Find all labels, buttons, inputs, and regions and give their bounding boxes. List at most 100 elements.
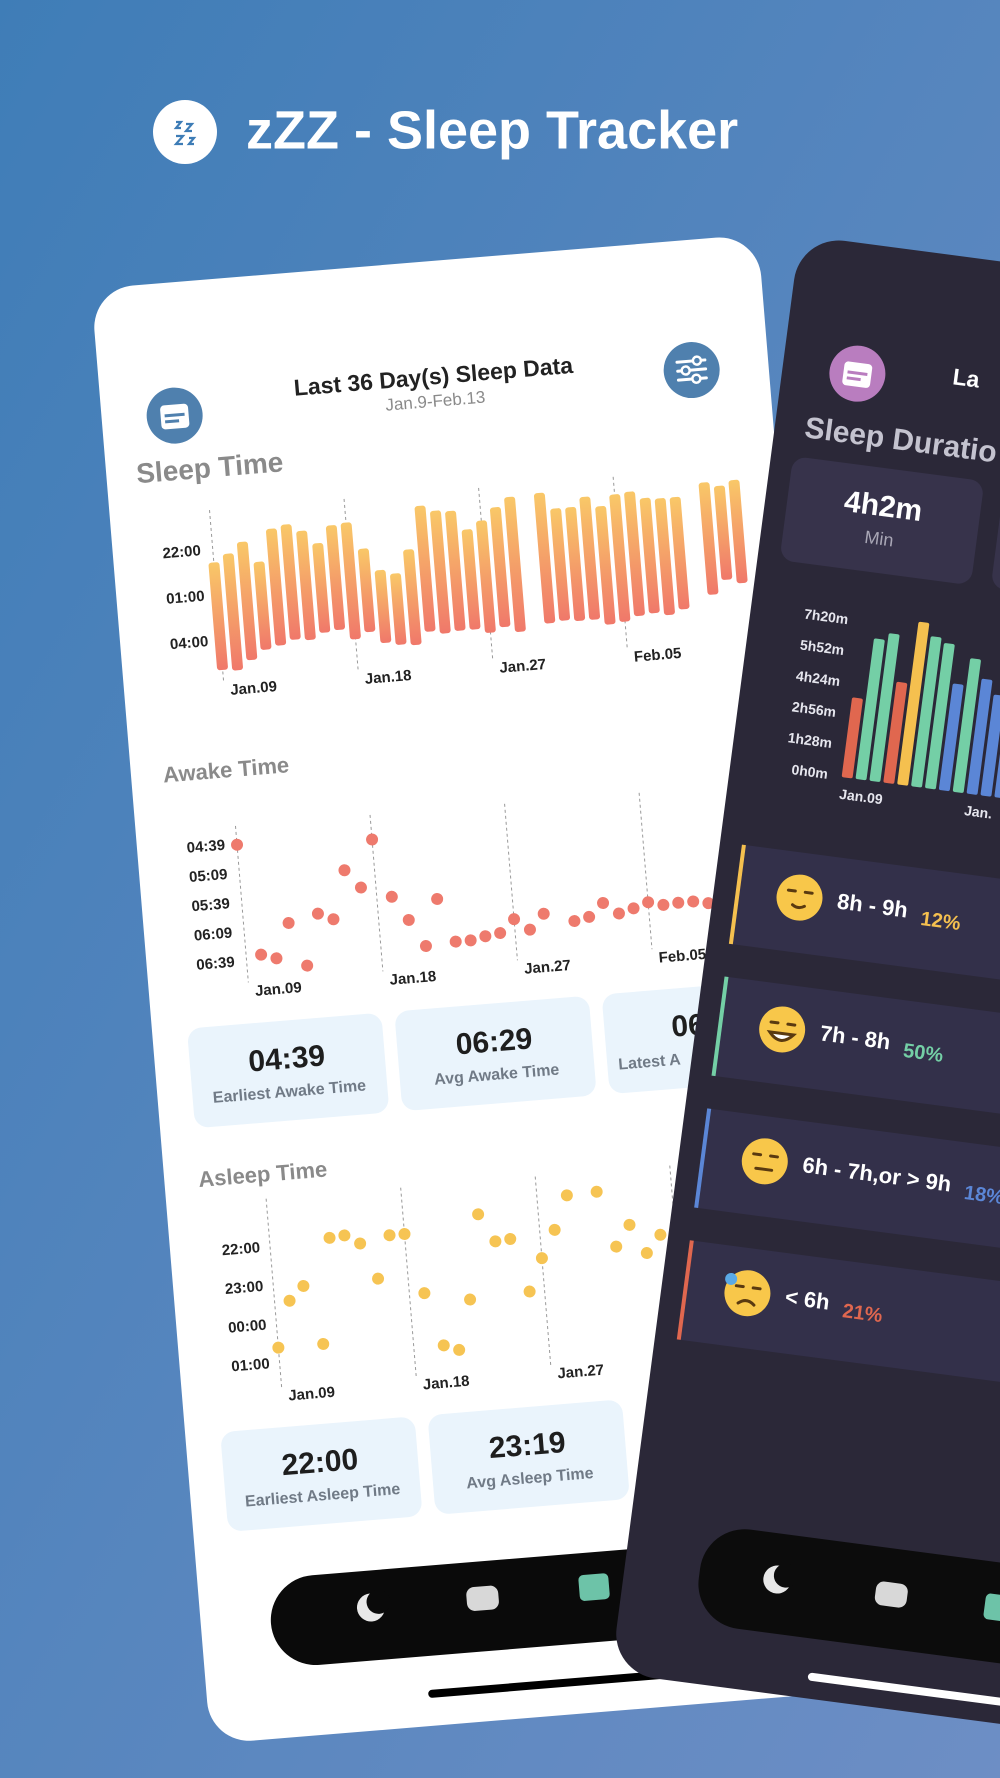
point bbox=[702, 897, 715, 910]
emoji-feature bbox=[786, 888, 814, 895]
point bbox=[523, 923, 536, 936]
point bbox=[402, 913, 415, 926]
sleep-bar bbox=[654, 498, 675, 616]
sleep-bar bbox=[445, 510, 466, 631]
point bbox=[642, 896, 655, 909]
duration-bar bbox=[841, 697, 863, 779]
y-tick-label: 00:00 bbox=[228, 1317, 268, 1337]
sleep-bar bbox=[728, 479, 748, 584]
point bbox=[231, 838, 244, 851]
filter-button[interactable] bbox=[661, 340, 721, 400]
duration-bar bbox=[952, 658, 981, 793]
icon-glyph bbox=[680, 365, 691, 376]
point bbox=[301, 959, 314, 972]
sleep-bar bbox=[414, 505, 436, 632]
sleep-bar bbox=[236, 541, 258, 661]
sleep-bar bbox=[222, 553, 243, 671]
y-tick-label: 04:00 bbox=[169, 633, 209, 653]
point bbox=[372, 1272, 385, 1285]
app-logo bbox=[153, 100, 217, 164]
sleep-bar bbox=[390, 573, 407, 645]
sleep-bar bbox=[325, 525, 346, 631]
y-tick-label: 7h20m bbox=[803, 606, 849, 628]
sleep-bar bbox=[698, 482, 719, 595]
duration-bar bbox=[911, 636, 942, 788]
range-card bbox=[715, 977, 1000, 1171]
x-tick-label: Jan.09 bbox=[230, 678, 278, 699]
emoji-feature bbox=[725, 1272, 738, 1285]
calendar-button[interactable] bbox=[144, 385, 204, 445]
point bbox=[366, 833, 379, 846]
point bbox=[687, 895, 700, 908]
y-tick-label: 0h0m bbox=[791, 761, 829, 782]
point bbox=[610, 1240, 623, 1253]
point bbox=[270, 952, 283, 965]
x-tick-label: Jan.18 bbox=[389, 968, 437, 989]
date-guide bbox=[400, 1187, 417, 1377]
sleep-bar bbox=[550, 508, 571, 621]
stat-card bbox=[221, 1417, 422, 1531]
duration-bar bbox=[939, 683, 964, 792]
sleep-bar bbox=[357, 548, 376, 633]
range-card bbox=[680, 1240, 1000, 1434]
y-tick-label: 23:00 bbox=[224, 1278, 264, 1298]
duration-bar bbox=[897, 621, 930, 786]
icon-glyph bbox=[164, 412, 185, 418]
stat-label: Latest A bbox=[618, 1051, 682, 1073]
point bbox=[583, 910, 596, 923]
point bbox=[623, 1218, 636, 1231]
y-tick-label: 06:39 bbox=[196, 954, 236, 974]
point bbox=[338, 1229, 351, 1242]
sleep-bar bbox=[312, 542, 331, 633]
point bbox=[453, 1343, 466, 1356]
point bbox=[418, 1287, 431, 1300]
range-percent: 50% bbox=[902, 1040, 945, 1067]
home-indicator bbox=[428, 1670, 671, 1698]
point bbox=[479, 930, 492, 943]
duration-bar bbox=[869, 633, 900, 782]
tab-icon-pillow bbox=[874, 1581, 908, 1608]
point bbox=[472, 1208, 485, 1221]
y-tick-label: 04:39 bbox=[186, 837, 226, 857]
sleep-bar bbox=[565, 506, 586, 621]
y-tick-label: 5h52m bbox=[799, 637, 845, 659]
calendar-button[interactable] bbox=[826, 342, 889, 405]
app-title: zZZ - Sleep Tracker bbox=[246, 100, 738, 160]
sleep-bar bbox=[280, 524, 301, 640]
point bbox=[657, 898, 670, 911]
point bbox=[431, 892, 444, 905]
sleep-bar bbox=[430, 510, 451, 634]
duration-bar bbox=[966, 678, 993, 795]
stat-value: 06:29 bbox=[454, 1022, 533, 1061]
sleep-bar bbox=[266, 528, 287, 646]
x-tick-label: Feb.05 bbox=[658, 946, 707, 967]
point bbox=[508, 913, 521, 926]
point bbox=[323, 1231, 336, 1244]
sleep-bar bbox=[533, 492, 556, 624]
icon-glyph bbox=[165, 419, 180, 424]
point bbox=[654, 1228, 667, 1241]
x-tick-label: Feb.05 bbox=[633, 645, 682, 666]
x-tick-label: Jan. bbox=[963, 802, 993, 822]
point bbox=[338, 864, 351, 877]
sleep-bar bbox=[403, 549, 422, 646]
range-percent: 18% bbox=[963, 1182, 1000, 1209]
tab-icon-moon bbox=[366, 1589, 391, 1614]
tab-bar bbox=[698, 1529, 1000, 1709]
sleep-bar bbox=[461, 529, 481, 630]
sleep-bar bbox=[624, 491, 645, 617]
range-percent: 12% bbox=[919, 908, 962, 935]
sleep-bar bbox=[639, 497, 660, 614]
summary-card bbox=[781, 457, 983, 584]
duration-bar bbox=[980, 694, 1000, 797]
range-accent bbox=[676, 1240, 694, 1340]
sleep-bar bbox=[489, 507, 511, 628]
range-percent: 21% bbox=[841, 1300, 884, 1327]
x-tick-label: Jan.09 bbox=[288, 1384, 336, 1405]
point bbox=[383, 1229, 396, 1242]
point bbox=[327, 913, 340, 926]
stat-card bbox=[428, 1400, 629, 1514]
tab-icon-pillow bbox=[466, 1585, 499, 1611]
